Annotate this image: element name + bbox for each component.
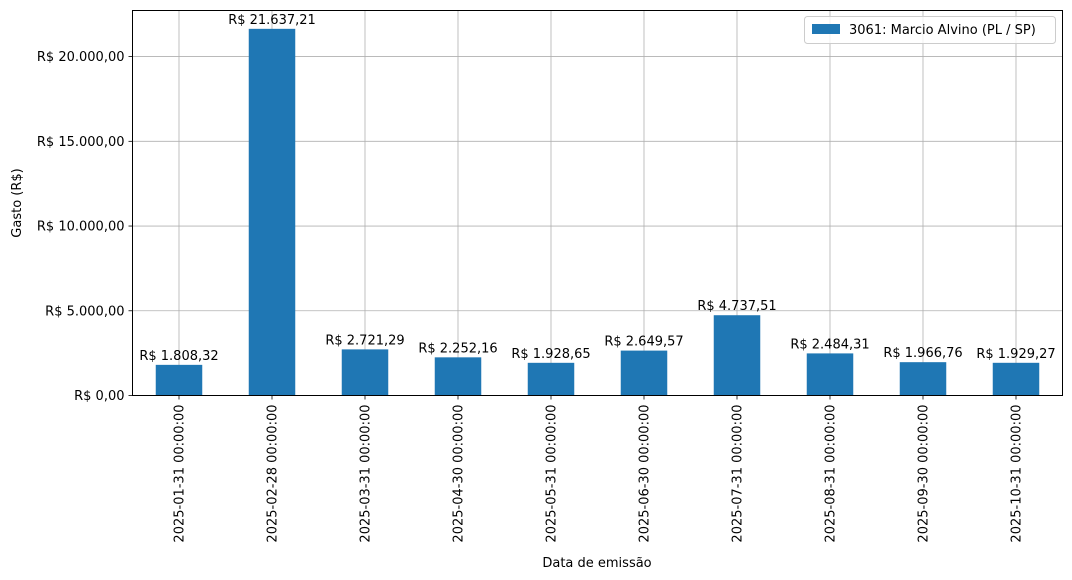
y-axis-label: Gasto (R$) [10, 168, 25, 237]
x-axis-label: Data de emissão [542, 556, 651, 571]
x-tick-label: 2025-04-30 00:00:00 [452, 405, 467, 543]
bar [434, 357, 482, 396]
data-label: R$ 2.252,16 [418, 341, 497, 356]
legend-label: 3061: Marcio Alvino (PL / SP) [849, 23, 1036, 38]
y-tick-label: R$ 15.000,00 [37, 135, 125, 150]
bar [527, 362, 575, 396]
data-label: R$ 2.484,31 [790, 337, 869, 352]
bar [341, 349, 389, 396]
data-label: R$ 1.929,27 [976, 347, 1055, 362]
bar [713, 315, 761, 396]
y-tick-label: R$ 5.000,00 [45, 304, 124, 319]
y-tick-label: R$ 20.000,00 [37, 50, 125, 65]
bar [620, 350, 668, 396]
legend: 3061: Marcio Alvino (PL / SP) [804, 16, 1056, 44]
data-label: R$ 4.737,51 [697, 299, 776, 314]
legend-box [804, 16, 1056, 44]
x-tick-label: 2025-08-31 00:00:00 [824, 405, 839, 543]
data-labels: R$ 1.808,32 R$ 21.637,21 R$ 2.721,29 R$ 2.2… [139, 13, 1055, 364]
data-label: R$ 1.808,32 [139, 349, 218, 364]
data-label: R$ 1.966,76 [883, 346, 962, 361]
data-label: R$ 2.721,29 [325, 333, 404, 348]
x-tick-label: 2025-10-31 00:00:00 [1010, 405, 1025, 543]
x-tick-label: 2025-09-30 00:00:00 [917, 405, 932, 543]
x-tick-label: 2025-03-31 00:00:00 [359, 405, 374, 543]
y-tick-label: R$ 0,00 [74, 389, 124, 404]
x-tick-label: 2025-07-31 00:00:00 [731, 405, 746, 543]
bar [248, 28, 296, 396]
x-tick-label: 2025-06-30 00:00:00 [638, 405, 653, 543]
bars [155, 28, 1040, 396]
data-label: R$ 2.649,57 [604, 335, 683, 350]
x-tick-label: 2025-05-31 00:00:00 [545, 405, 560, 543]
legend-swatch [812, 24, 840, 34]
bar [992, 362, 1040, 396]
x-tick-label: 2025-01-31 00:00:00 [173, 405, 188, 543]
y-tick-label: R$ 10.000,00 [37, 220, 125, 235]
bar [155, 364, 203, 396]
x-tick-label: 2025-02-28 00:00:00 [266, 405, 281, 543]
data-label: R$ 21.637,21 [228, 13, 316, 28]
bar [806, 353, 854, 396]
plot-frame [132, 10, 1063, 396]
bar [899, 362, 947, 396]
data-label: R$ 1.928,65 [511, 347, 590, 362]
axis-ticks: R$ 0,00 R$ 5.000,00 R$ 10.000,00 R$ 15.000,… [37, 50, 1025, 543]
